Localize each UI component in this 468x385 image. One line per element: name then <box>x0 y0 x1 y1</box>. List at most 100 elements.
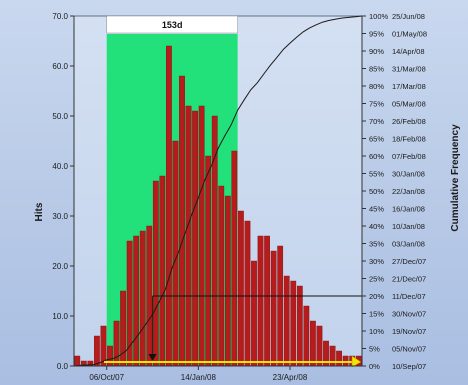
histogram-bar <box>146 225 153 367</box>
histogram-bar <box>310 320 316 367</box>
range-handle[interactable] <box>351 355 362 368</box>
histogram-bar <box>179 75 185 367</box>
histogram-bar <box>172 140 179 367</box>
secondary-tick-date: 05/Nov/07 <box>392 345 426 354</box>
secondary-tick-date: 01/May/08 <box>392 30 427 39</box>
histogram-bar <box>192 110 198 367</box>
secondary-tick-percent: 65% <box>369 135 384 144</box>
histogram-bar <box>238 210 244 367</box>
histogram-bar <box>139 230 146 367</box>
histogram-bar <box>270 250 277 367</box>
y-tick-label: 70.0 <box>52 12 68 21</box>
secondary-tick-date: 27/Dec/07 <box>392 257 426 266</box>
bars <box>74 45 362 367</box>
histogram-bar <box>244 220 251 367</box>
marker-pointer[interactable] <box>148 354 157 361</box>
histogram-bar <box>303 305 310 367</box>
y-axis: 0.0 10.0 20.0 30.0 40.0 50.0 60.0 70.0 <box>52 12 75 371</box>
secondary-tick-date: 30/Jan/08 <box>392 170 425 179</box>
secondary-tick-percent: 100% <box>369 12 389 21</box>
secondary-tick-percent: 95% <box>369 30 384 39</box>
histogram-bar <box>159 175 166 367</box>
y-axis-label: Hits <box>34 202 45 221</box>
secondary-tick-percent: 55% <box>369 170 384 179</box>
histogram-bar <box>113 320 120 367</box>
histogram-bar <box>133 235 140 367</box>
secondary-tick-percent: 50% <box>369 187 384 196</box>
y-tick-label: 40.0 <box>52 162 68 171</box>
histogram-bar <box>336 350 342 367</box>
secondary-tick-date: 31/Mar/08 <box>392 65 426 74</box>
histogram-bar <box>74 355 81 367</box>
secondary-tick-percent: 10% <box>369 327 384 336</box>
highlight-label-box <box>106 15 238 34</box>
secondary-tick-date: 07/Feb/08 <box>392 152 426 161</box>
secondary-tick-percent: 70% <box>369 117 384 126</box>
highlight-band <box>106 34 238 366</box>
secondary-tick-percent: 45% <box>369 205 384 214</box>
histogram-bar <box>94 335 100 367</box>
range-highlight: 153d <box>106 15 238 366</box>
secondary-tick-percent: 90% <box>369 47 384 56</box>
secondary-tick-date: 30/Nov/07 <box>392 310 426 319</box>
histogram-bar <box>152 180 159 367</box>
x-tick-label: 06/Oct/07 <box>89 373 124 382</box>
y-tick-label: 60.0 <box>52 62 68 71</box>
histogram-bar <box>296 285 303 367</box>
y-tick-label: 0.0 <box>57 362 69 371</box>
highlight-label: 153d <box>162 20 183 30</box>
secondary-tick-date: 03/Jan/08 <box>392 240 425 249</box>
y-tick-label: 50.0 <box>52 112 68 121</box>
histogram-bar <box>218 185 225 367</box>
x-tick-label: 14/Jan/08 <box>181 373 217 382</box>
secondary-tick-percent: 5% <box>369 345 380 354</box>
histogram-bar <box>283 275 290 367</box>
secondary-tick-date: 22/Jan/08 <box>392 187 425 196</box>
secondary-tick-date: 10/Jan/08 <box>392 222 425 231</box>
secondary-tick-percent: 85% <box>369 65 384 74</box>
x-tick-label: 23/Apr/08 <box>273 373 308 382</box>
secondary-tick-date: 16/Jan/08 <box>392 205 425 214</box>
secondary-tick-date: 21/Dec/07 <box>392 275 426 284</box>
secondary-tick-percent: 0% <box>369 362 380 371</box>
secondary-tick-percent: 20% <box>369 292 384 301</box>
secondary-tick-date: 11/Dec/07 <box>392 292 426 301</box>
histogram-bar <box>166 45 172 367</box>
secondary-tick-percent: 60% <box>369 152 384 161</box>
histogram-bar <box>257 235 264 367</box>
secondary-axis-label: Cumulative Frequency <box>450 124 461 232</box>
histogram-bar <box>277 245 284 367</box>
secondary-tick-date: 25/Jun/08 <box>392 12 425 21</box>
cumulative-line <box>73 15 363 367</box>
histogram-bar <box>198 105 205 367</box>
cumulative-axis: 0% 10/Sep/07 5% 05/Nov/07 10% 19/Nov/07 15% 30/… <box>361 12 427 371</box>
secondary-tick-date: 10/Sep/07 <box>392 362 426 371</box>
secondary-tick-percent: 15% <box>369 310 384 319</box>
y-tick-label: 10.0 <box>52 312 68 321</box>
histogram-bar <box>251 260 257 367</box>
histogram-bar <box>224 195 231 367</box>
secondary-tick-date: 05/Mar/08 <box>392 100 426 109</box>
histogram-bar <box>264 235 270 367</box>
secondary-tick-percent: 75% <box>369 100 384 109</box>
histogram-bar <box>185 105 192 367</box>
x-axis: 06/Oct/07 14/Jan/08 23/Apr/08 <box>74 365 362 382</box>
secondary-tick-percent: 25% <box>369 275 384 284</box>
histogram-bar <box>231 150 238 367</box>
y-tick-label: 20.0 <box>52 262 68 271</box>
secondary-tick-percent: 35% <box>369 240 384 249</box>
secondary-tick-date: 26/Feb/08 <box>392 117 426 126</box>
y-tick-label: 30.0 <box>52 212 68 221</box>
secondary-tick-percent: 30% <box>369 257 384 266</box>
histogram-bar <box>290 280 297 367</box>
secondary-tick-date: 17/Mar/08 <box>392 82 426 91</box>
secondary-tick-percent: 80% <box>369 82 384 91</box>
secondary-tick-date: 14/Apr/08 <box>392 47 425 56</box>
secondary-tick-date: 19/Nov/07 <box>392 327 426 336</box>
histogram-bar <box>126 240 133 367</box>
histogram-bar <box>205 155 212 367</box>
cumulative-curve <box>73 15 363 368</box>
secondary-tick-percent: 40% <box>369 222 384 231</box>
secondary-tick-date: 18/Feb/08 <box>392 135 426 144</box>
